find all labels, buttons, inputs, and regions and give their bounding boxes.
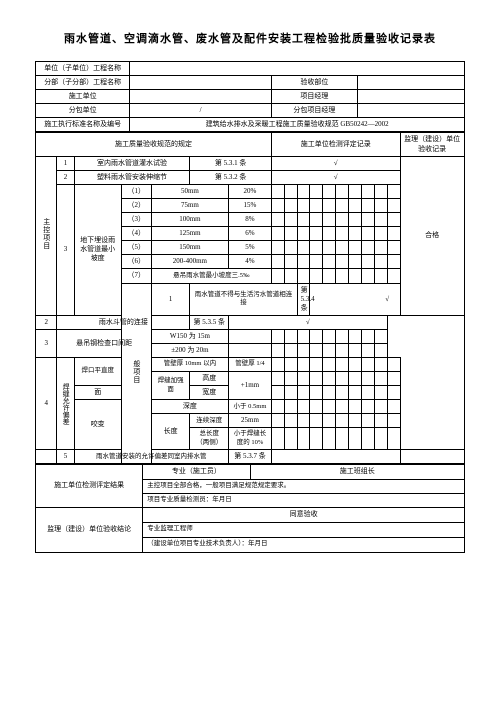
footer-table: 施工单位检测评定结果 专业（施工员） 施工班组长 主控项目全部合格，一般项目满足… <box>35 464 465 552</box>
f1b: 施工班组长 <box>250 465 465 479</box>
h-r1c1: 单位（子单位）工程名称 <box>36 62 130 76</box>
zk3-0d: 50mm <box>151 184 228 198</box>
h-r4c1: 分包单位 <box>36 104 130 118</box>
col-spec: 施工质量验收规范的规定 <box>36 133 272 156</box>
f1c: 主控项目全部合格，一般项目满足规范规定要求。 <box>143 479 465 493</box>
zk-label: 主控项目 <box>36 156 57 315</box>
h-r2c2 <box>130 76 272 90</box>
h-r3c3: 项目经理 <box>271 90 357 104</box>
zk3-n: 3 <box>57 184 74 315</box>
f2b: 专业监理工程师 <box>143 522 465 537</box>
f2a: 同意验收 <box>143 507 465 522</box>
zk3-t: 地下埋设雨水管道最小坡度 <box>74 184 121 315</box>
h-r3c1: 施工单位 <box>36 90 130 104</box>
col-eval: 施工单位检测评定记录 <box>271 133 400 156</box>
f2c: （建设单位项目专业技术负责人）：年月日 <box>143 537 465 552</box>
h-r5c1: 施工执行标准名称及编号 <box>36 118 130 132</box>
h-r3c2 <box>130 90 272 104</box>
zk3-0v: 20% <box>229 184 272 198</box>
zk1-t: 室内雨水管道灌水试验 <box>74 156 190 170</box>
f2: 监理（建设）单位验收结论 <box>36 507 143 552</box>
zk1-m: √ <box>271 156 400 170</box>
zk2-t: 塑料雨水管安装伸缩节 <box>74 170 190 184</box>
col-sup: 监理（建设）单位验收记录 <box>400 133 464 156</box>
h-r5c2: 建筑给水排水及采暖工程施工质量验收规范 GB50242—2002 <box>130 118 465 132</box>
h-r2c1: 分部（子分部）工程名称 <box>36 76 130 90</box>
zk2-m: √ <box>271 170 400 184</box>
header-table: 单位（子单位）工程名称 分部（子分部）工程名称 验收部位 施工单位 项目经理 分… <box>35 61 465 132</box>
main-table: 施工质量验收规范的规定 施工单位检测评定记录 监理（建设）单位验收记录 主控项目… <box>35 132 465 464</box>
zk2-n: 2 <box>57 170 74 184</box>
page-title: 雨水管道、空调滴水管、废水管及配件安装工程检验批质量验收记录表 <box>35 30 465 46</box>
zk1-ref: 第 5.3.1 条 <box>190 156 272 170</box>
f1: 施工单位检测评定结果 <box>36 465 143 507</box>
h-r4c3: 分包项目经理 <box>271 104 357 118</box>
h-r1c2 <box>130 62 465 76</box>
f1d: 项目专业质量检测员：年月日 <box>143 493 465 507</box>
zk1-n: 1 <box>57 156 74 170</box>
yb-label: 般项目 <box>121 283 151 464</box>
f1a: 专业（施工员） <box>143 465 250 479</box>
h-r4c2: / <box>130 104 272 118</box>
zk2-ref: 第 5.3.2 条 <box>190 170 272 184</box>
h-r2c4 <box>357 76 464 90</box>
h-r4c4 <box>357 104 464 118</box>
h-r3c4 <box>357 90 464 104</box>
h-r2c3: 验收部位 <box>271 76 357 90</box>
zk3-0k: （1） <box>121 184 151 198</box>
